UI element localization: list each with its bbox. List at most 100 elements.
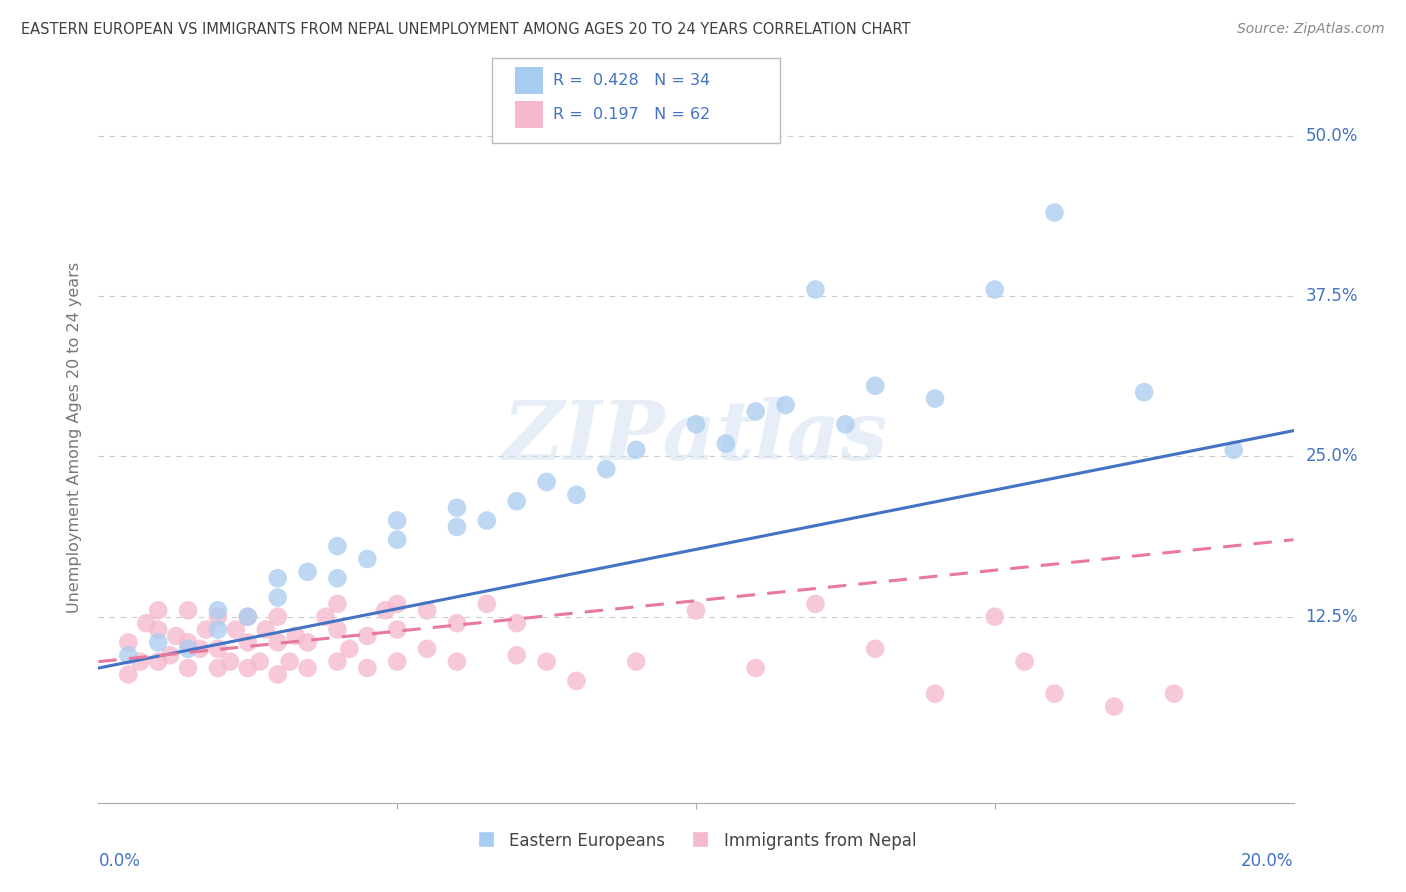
Text: Source: ZipAtlas.com: Source: ZipAtlas.com [1237, 22, 1385, 37]
Point [385, 533, 409, 547]
Point [339, 641, 361, 656]
Point [565, 673, 588, 688]
Point [685, 603, 707, 617]
Point [278, 655, 301, 669]
Point [385, 514, 409, 528]
Point [865, 378, 887, 392]
Point [385, 655, 409, 669]
Text: 37.5%: 37.5% [1306, 287, 1358, 305]
Legend: Eastern Europeans, Immigrants from Nepal: Eastern Europeans, Immigrants from Nepal [470, 825, 922, 856]
Point [165, 629, 187, 643]
Point [745, 661, 768, 675]
Point [177, 661, 200, 675]
Point [506, 616, 529, 631]
Point [284, 629, 307, 643]
Point [188, 641, 211, 656]
Point [506, 648, 529, 663]
Point [506, 494, 529, 508]
Point [207, 623, 229, 637]
Point [249, 655, 271, 669]
Point [446, 520, 468, 534]
Point [356, 629, 378, 643]
Point [374, 603, 396, 617]
Point [297, 565, 319, 579]
Point [1104, 699, 1126, 714]
Point [536, 655, 558, 669]
Point [356, 552, 378, 566]
Point [804, 283, 827, 297]
Text: 50.0%: 50.0% [1306, 127, 1358, 145]
Point [254, 623, 277, 637]
Point [475, 597, 498, 611]
Point [865, 641, 887, 656]
Point [595, 462, 617, 476]
Point [685, 417, 707, 432]
Point [267, 571, 290, 585]
Point [207, 609, 229, 624]
Point [416, 641, 439, 656]
Point [207, 661, 229, 675]
Point [267, 609, 290, 624]
Point [297, 635, 319, 649]
Point [135, 616, 157, 631]
Point [236, 609, 259, 624]
Point [177, 635, 200, 649]
Point [117, 667, 139, 681]
Point [834, 417, 856, 432]
Point [315, 609, 337, 624]
Point [148, 603, 170, 617]
Y-axis label: Unemployment Among Ages 20 to 24 years: Unemployment Among Ages 20 to 24 years [67, 261, 83, 613]
Point [446, 500, 468, 515]
Point [177, 603, 200, 617]
Point [1163, 687, 1185, 701]
Point [326, 571, 349, 585]
Point [385, 623, 409, 637]
Point [195, 623, 218, 637]
Point [745, 404, 768, 418]
Point [924, 392, 946, 406]
Point [446, 616, 468, 631]
Point [267, 591, 290, 605]
Point [129, 655, 152, 669]
Point [626, 655, 648, 669]
Point [1133, 385, 1156, 400]
Point [236, 635, 259, 649]
Point [267, 667, 290, 681]
Point [297, 661, 319, 675]
Text: EASTERN EUROPEAN VS IMMIGRANTS FROM NEPAL UNEMPLOYMENT AMONG AGES 20 TO 24 YEARS: EASTERN EUROPEAN VS IMMIGRANTS FROM NEPA… [21, 22, 911, 37]
Point [117, 648, 139, 663]
Point [1014, 655, 1036, 669]
Point [159, 648, 181, 663]
Text: 12.5%: 12.5% [1306, 607, 1358, 625]
Text: 20.0%: 20.0% [1241, 852, 1294, 870]
Point [326, 623, 349, 637]
Point [804, 597, 827, 611]
Point [236, 609, 259, 624]
Point [385, 597, 409, 611]
Point [207, 641, 229, 656]
Text: ZIPatlas: ZIPatlas [503, 397, 889, 477]
Point [356, 661, 378, 675]
Point [984, 609, 1007, 624]
Point [267, 635, 290, 649]
Text: R =  0.428   N = 34: R = 0.428 N = 34 [553, 73, 710, 87]
Point [148, 623, 170, 637]
Point [326, 539, 349, 553]
Point [1043, 205, 1066, 219]
Point [148, 635, 170, 649]
Point [536, 475, 558, 489]
Point [219, 655, 242, 669]
Point [984, 283, 1007, 297]
Point [236, 661, 259, 675]
Point [446, 655, 468, 669]
Point [924, 687, 946, 701]
Point [1043, 687, 1066, 701]
Point [1223, 442, 1246, 457]
Point [148, 655, 170, 669]
Point [207, 603, 229, 617]
Point [475, 514, 498, 528]
Point [416, 603, 439, 617]
Point [225, 623, 247, 637]
Point [326, 597, 349, 611]
Point [775, 398, 797, 412]
